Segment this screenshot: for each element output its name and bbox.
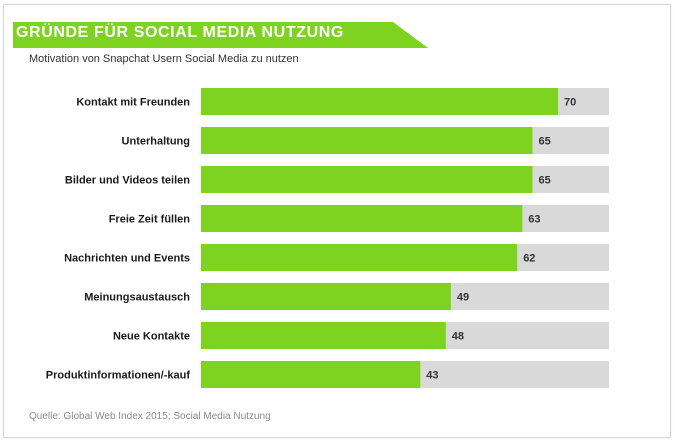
bar	[201, 166, 533, 193]
value-label: 62	[523, 253, 535, 265]
title-banner	[13, 22, 428, 48]
category-label: Neue Kontakte	[113, 331, 190, 343]
value-label: 63	[528, 214, 540, 226]
bar	[201, 127, 533, 154]
category-label: Kontakt mit Freunden	[76, 97, 190, 109]
value-label: 65	[539, 175, 551, 187]
category-label: Unterhaltung	[122, 136, 190, 148]
source-note: Quelle: Global Web Index 2015; Social Me…	[29, 411, 271, 422]
chart-subtitle: Motivation von Snapchat Usern Social Med…	[29, 53, 299, 65]
value-label: 49	[457, 292, 469, 304]
title-banner-shape	[13, 22, 428, 48]
value-label: 65	[539, 136, 551, 148]
bar	[201, 322, 446, 349]
value-label: 48	[452, 331, 464, 343]
bar	[201, 88, 558, 115]
bar	[201, 361, 421, 388]
bar	[201, 244, 518, 271]
value-label: 70	[564, 97, 576, 109]
category-label: Bilder und Videos teilen	[65, 175, 190, 187]
category-label: Produktinformationen/-kauf	[46, 370, 191, 382]
bar	[201, 205, 523, 232]
category-label: Meinungsaustausch	[84, 292, 190, 304]
chart-title: GRÜNDE FÜR SOCIAL MEDIA NUTZUNG	[16, 24, 344, 41]
value-label: 43	[426, 370, 438, 382]
category-label: Freie Zeit füllen	[109, 214, 191, 226]
bar	[201, 283, 451, 310]
category-label: Nachrichten und Events	[64, 253, 190, 265]
